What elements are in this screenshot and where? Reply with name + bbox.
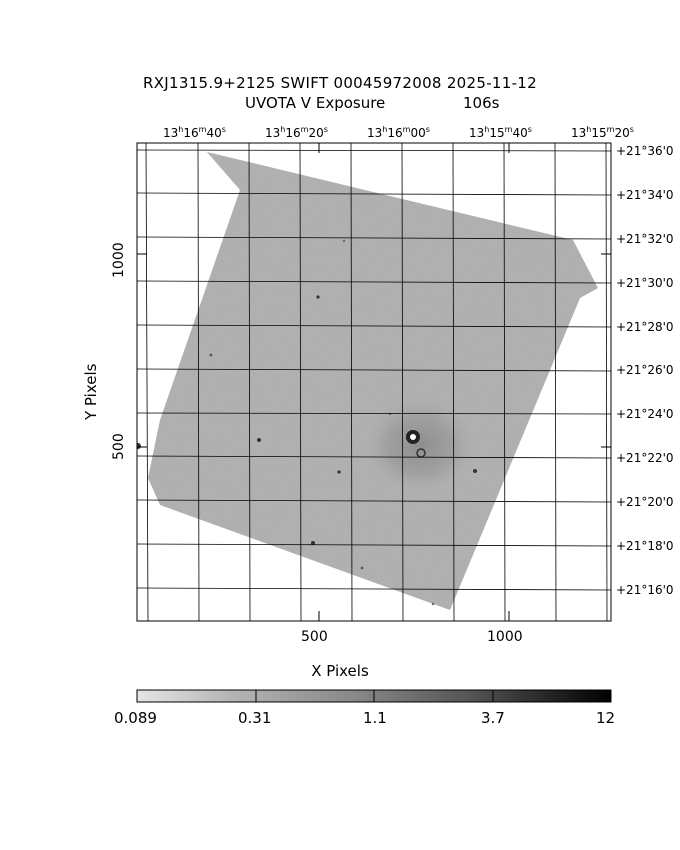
dec-label-9: +21°20'0 bbox=[616, 495, 674, 509]
ra-label-2: 13h16m20s bbox=[265, 125, 328, 140]
y-axis-label: Y Pixels bbox=[82, 363, 100, 420]
ra-label-4: 13h15m40s bbox=[469, 125, 532, 140]
y-tick-1000: 1000 bbox=[111, 242, 127, 278]
x-tick-1000: 1000 bbox=[487, 629, 523, 645]
star bbox=[257, 438, 261, 442]
colorbar-ticks bbox=[255, 690, 494, 702]
dec-label-5: +21°28'0 bbox=[616, 320, 674, 334]
star bbox=[431, 602, 435, 606]
colorbar-tick-2: 0.31 bbox=[238, 709, 272, 727]
title-exposure-time: 106s bbox=[463, 94, 500, 112]
dec-label-6: +21°26'0 bbox=[616, 363, 674, 377]
star bbox=[316, 295, 320, 299]
ra-label-5: 13h15m20s bbox=[571, 125, 634, 140]
dec-label-10: +21°18'0 bbox=[616, 539, 674, 553]
plot-frame bbox=[136, 142, 612, 622]
x-axis-label: X Pixels bbox=[311, 662, 369, 680]
coordinate-grid bbox=[137, 143, 611, 621]
axis-ticks bbox=[137, 143, 611, 621]
dec-label-3: +21°32'0 bbox=[616, 232, 674, 246]
title-line-1: RXJ1315.9+2125 SWIFT 00045972008 2025-11… bbox=[142, 74, 537, 92]
colorbar-tick-1: 0.089 bbox=[114, 709, 157, 727]
ra-label-3: 13h16m00s bbox=[367, 125, 430, 140]
exposure-field bbox=[137, 152, 598, 610]
colorbar-tick-4: 3.7 bbox=[481, 709, 505, 727]
star bbox=[337, 470, 341, 474]
bright-source-halo bbox=[365, 397, 475, 493]
dec-label-1: +21°36'0 bbox=[616, 144, 674, 158]
star bbox=[473, 469, 477, 473]
star bbox=[360, 566, 364, 570]
x-tick-500: 500 bbox=[301, 629, 328, 645]
dec-label-7: +21°24'0 bbox=[616, 407, 674, 421]
title-exposure-label: UVOTA V Exposure bbox=[245, 94, 386, 112]
ra-label-1: 13h16m40s bbox=[163, 125, 226, 140]
y-tick-500: 500 bbox=[111, 433, 127, 460]
dec-label-4: +21°30'0 bbox=[616, 276, 674, 290]
star bbox=[137, 443, 141, 449]
star bbox=[209, 353, 213, 357]
colorbar-tick-3: 1.1 bbox=[363, 709, 387, 727]
colorbar-tick-5: 12 bbox=[596, 709, 616, 727]
star bbox=[342, 239, 346, 243]
dec-label-2: +21°34'0 bbox=[616, 188, 674, 202]
star bbox=[311, 541, 315, 545]
dec-label-11: +21°16'0 bbox=[616, 583, 674, 597]
dec-label-8: +21°22'0 bbox=[616, 451, 674, 465]
